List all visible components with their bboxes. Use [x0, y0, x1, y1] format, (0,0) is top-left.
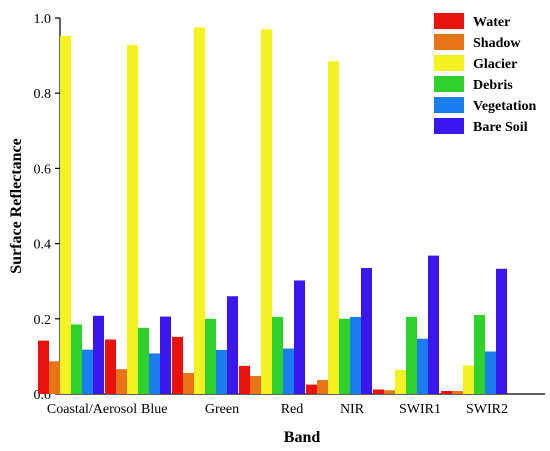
bars: [38, 27, 507, 395]
bar: [283, 348, 294, 394]
y-tick-label: 0.4: [34, 238, 52, 253]
bar: [496, 268, 507, 394]
bar: [452, 390, 463, 394]
bar: [417, 338, 428, 394]
bar: [306, 384, 317, 394]
x-tick-label: NIR: [340, 402, 365, 417]
bar: [250, 375, 261, 394]
bar: [406, 316, 417, 394]
legend-swatch: [434, 34, 464, 50]
x-tick-label: Coastal/Aerosol: [47, 402, 137, 417]
x-tick-label: Blue: [141, 402, 167, 417]
bar: [474, 315, 485, 394]
bar: [261, 29, 272, 395]
legend-label: Shadow: [473, 36, 521, 51]
y-tick-label: 0.2: [34, 313, 52, 328]
bar: [49, 361, 60, 394]
bar: [160, 316, 171, 394]
bar: [116, 369, 127, 394]
bar: [71, 324, 82, 394]
legend-label: Bare Soil: [473, 120, 528, 135]
legend-swatch: [434, 118, 464, 134]
bar: [373, 389, 384, 394]
bar: [463, 365, 474, 394]
legend-label: Vegetation: [473, 99, 536, 114]
bar: [38, 340, 49, 394]
bar: [194, 27, 205, 395]
bar: [328, 61, 339, 395]
legend-swatch: [434, 55, 464, 71]
y-axis-title: Surface Reflectance: [8, 138, 25, 274]
x-ticks: Coastal/Aerosol Blue Green Red NIR SWIR1 SWIR2: [47, 402, 508, 417]
legend-swatch: [434, 13, 464, 29]
legend-label: Water: [473, 15, 510, 30]
bar: [294, 280, 305, 394]
y-tick-label: 1.0: [34, 12, 52, 27]
bar: [138, 327, 149, 394]
legend-swatch: [434, 97, 464, 113]
bar: [317, 380, 328, 394]
bar: [350, 316, 361, 394]
bar: [485, 351, 496, 394]
x-axis-title: Band: [284, 429, 321, 446]
x-tick-label: SWIR2: [466, 402, 508, 417]
bar: [105, 339, 116, 394]
bar: [216, 350, 227, 394]
bar: [361, 268, 372, 394]
bar: [227, 296, 238, 394]
bar: [205, 318, 216, 394]
legend-swatch: [434, 76, 464, 92]
bar: [127, 45, 138, 395]
bar: [239, 365, 250, 394]
y-ticks: 0.00.20.40.60.81.0: [34, 12, 60, 403]
x-tick-label: Green: [205, 402, 239, 417]
y-tick-label: 0.6: [34, 162, 52, 177]
bar: [183, 372, 194, 394]
bar: [428, 255, 439, 394]
bar: [339, 318, 350, 394]
bar: [60, 36, 71, 394]
bar: [384, 390, 395, 394]
bar: [82, 349, 93, 394]
y-tick-label: 0.8: [34, 87, 52, 102]
bar: [395, 369, 406, 394]
x-tick-label: SWIR1: [399, 402, 441, 417]
legend: Water Shadow Glacier Debris Vegetation Bare S…: [434, 13, 536, 135]
bar: [149, 353, 160, 394]
x-tick-label: Red: [281, 402, 304, 417]
bar: [172, 336, 183, 394]
legend-label: Glacier: [473, 57, 517, 72]
bar: [93, 315, 104, 394]
bar: [441, 390, 452, 394]
bar: [272, 316, 283, 394]
legend-label: Debris: [473, 78, 513, 93]
